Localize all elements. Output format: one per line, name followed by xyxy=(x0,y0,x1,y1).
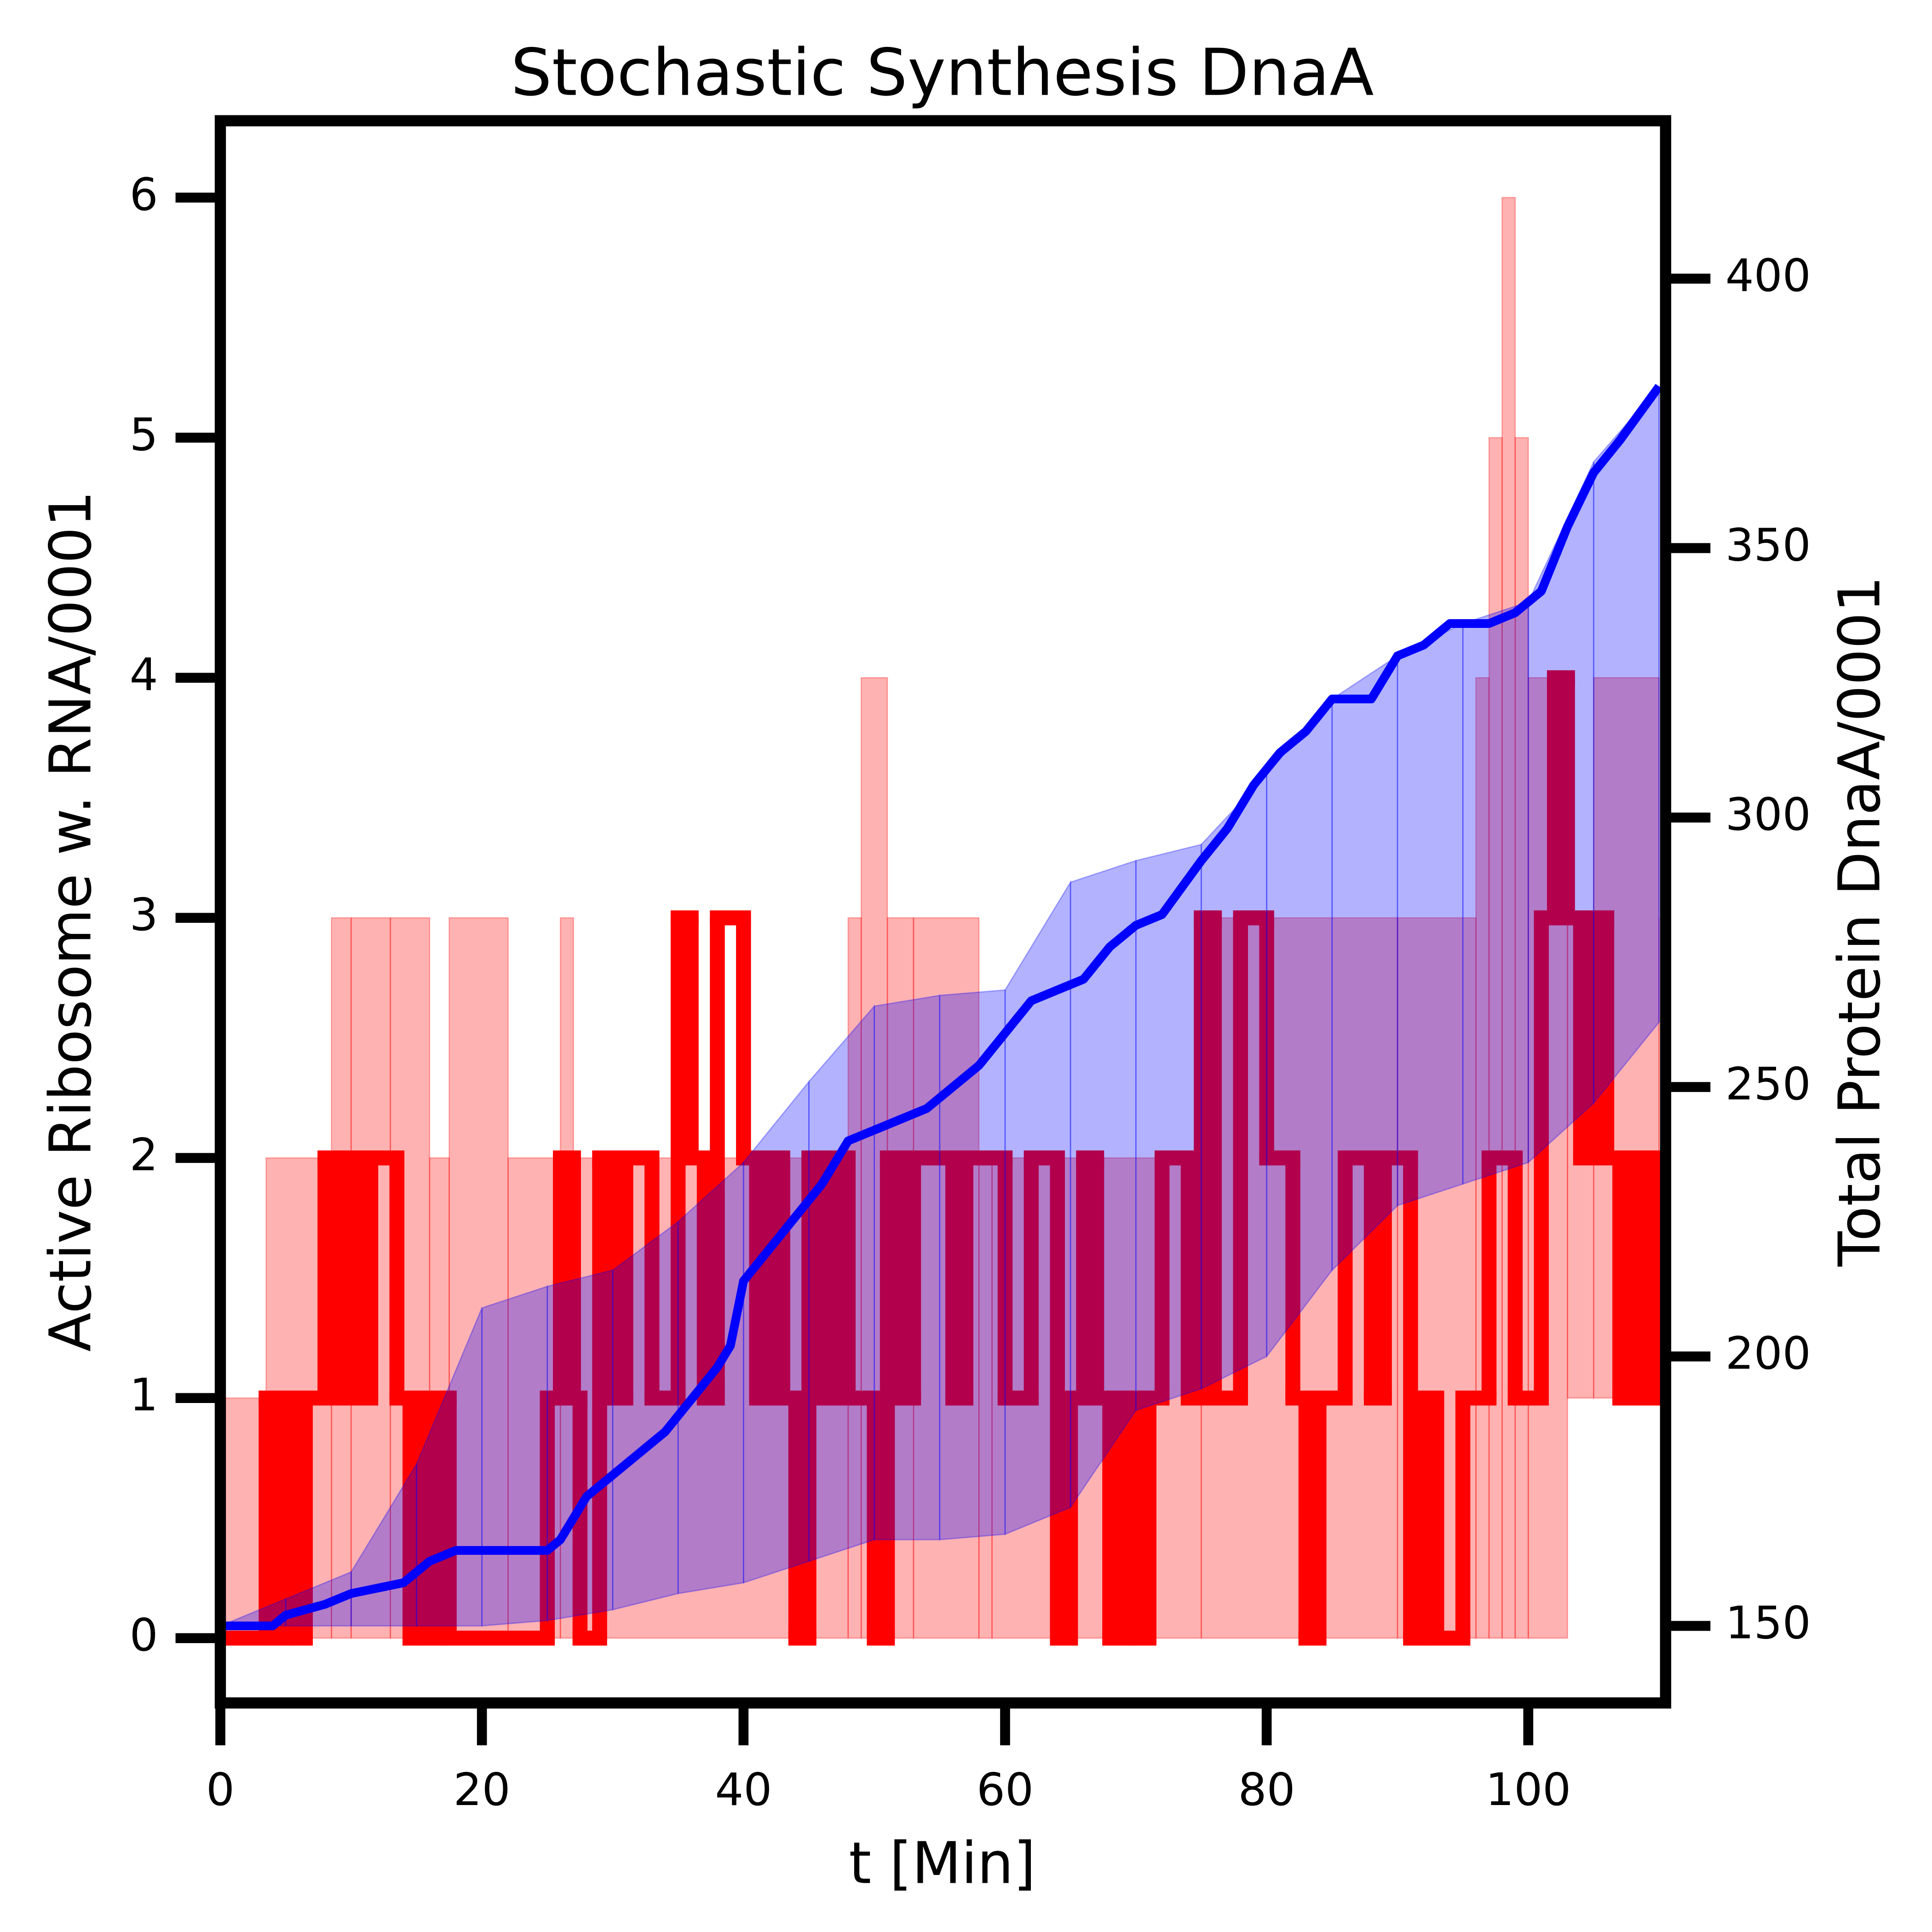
y2-tick-label: 350 xyxy=(1725,519,1811,571)
y-tick-label: 0 xyxy=(130,1609,158,1661)
plot-area xyxy=(220,197,1666,1646)
y2-tick-label: 400 xyxy=(1725,250,1811,302)
band xyxy=(481,1285,548,1627)
y-tick-label: 1 xyxy=(130,1369,158,1421)
band xyxy=(1201,773,1268,1390)
y-tick-label: 3 xyxy=(130,889,158,941)
band xyxy=(1135,844,1202,1411)
x-tick-label: 0 xyxy=(206,1764,235,1816)
x-tick-label: 80 xyxy=(1238,1764,1295,1816)
band xyxy=(1266,697,1333,1358)
band xyxy=(612,1220,679,1611)
band xyxy=(1462,601,1529,1185)
band xyxy=(546,1269,614,1622)
band xyxy=(939,989,1006,1541)
band xyxy=(808,1004,875,1562)
band xyxy=(1004,880,1071,1535)
x-tick-label: 100 xyxy=(1485,1764,1571,1816)
y2-tick-label: 300 xyxy=(1725,788,1811,840)
y2-tick-label: 200 xyxy=(1725,1328,1811,1380)
x-axis-label: t [Min] xyxy=(849,1830,1035,1897)
band xyxy=(1397,622,1464,1207)
plot-frame xyxy=(214,115,1672,1709)
y-tick-label: 6 xyxy=(130,168,158,220)
y2-tick-label: 250 xyxy=(1725,1058,1811,1110)
band xyxy=(1331,655,1398,1272)
band xyxy=(742,1080,810,1584)
line xyxy=(220,384,1663,1630)
band xyxy=(1593,385,1660,1105)
chart-title: Stochastic Synthesis DnaA xyxy=(511,35,1374,110)
y-tick-label: 4 xyxy=(130,649,158,701)
y-tick-label: 2 xyxy=(130,1129,158,1181)
y2-axis-label: Total Protein DnaA/0001 xyxy=(1826,576,1893,1267)
x-tick-label: 40 xyxy=(715,1764,772,1816)
band xyxy=(1070,860,1137,1510)
band xyxy=(1527,461,1594,1164)
y2-tick-label: 150 xyxy=(1725,1597,1811,1649)
band xyxy=(874,995,941,1541)
y-tick-label: 5 xyxy=(130,408,158,460)
x-tick-label: 20 xyxy=(454,1764,511,1816)
y-axis-label: Active Ribosome w. RNA/0001 xyxy=(38,491,104,1352)
x-tick-label: 60 xyxy=(977,1764,1034,1816)
